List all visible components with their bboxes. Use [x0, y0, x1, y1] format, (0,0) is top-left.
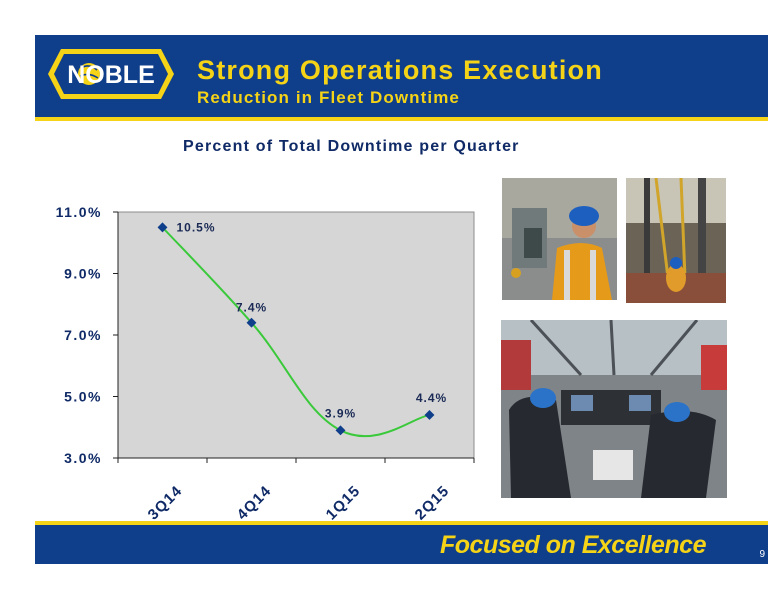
- y-tick-label: 5.0%: [64, 389, 102, 405]
- header-bar: NOBLE Strong Operations Execution Reduct…: [35, 35, 768, 117]
- slide-subtitle: Reduction in Fleet Downtime: [197, 88, 460, 107]
- footer-bar: Focused on Excellence 9: [35, 525, 768, 564]
- footer-accent-rule: [35, 521, 768, 525]
- plot-area: [117, 211, 475, 459]
- y-tick-label: 3.0%: [64, 450, 102, 466]
- x-tick-label: 2Q15: [412, 482, 453, 523]
- data-point-marker: [157, 222, 168, 233]
- x-tick-label: 1Q15: [323, 482, 364, 523]
- data-label: 3.9%: [325, 406, 356, 420]
- y-tick-label: 9.0%: [64, 266, 102, 282]
- slide-title: Strong Operations Execution: [197, 55, 603, 85]
- page-number: 9: [759, 549, 765, 560]
- data-point-marker: [424, 410, 435, 420]
- drill-floor-photo: [626, 178, 726, 303]
- data-label: 7.4%: [236, 301, 267, 315]
- x-tick-label: 4Q14: [234, 482, 275, 523]
- worker-at-control-panel-photo: [502, 178, 617, 300]
- noble-logo: NOBLE: [47, 48, 175, 100]
- series-line: [161, 226, 430, 438]
- driller-cabin-photo: [501, 320, 727, 498]
- header-accent-rule: [35, 117, 768, 121]
- chart-title: Percent of Total Downtime per Quarter: [183, 138, 520, 155]
- footer-tagline: Focused on Excellence: [440, 531, 707, 559]
- data-label: 4.4%: [416, 391, 447, 405]
- svg-text:NOBLE: NOBLE: [67, 61, 155, 89]
- x-tick-label: 3Q14: [145, 482, 186, 523]
- data-point-marker: [335, 425, 346, 436]
- y-tick-label: 7.0%: [64, 327, 102, 343]
- data-point-marker: [246, 317, 257, 328]
- data-label: 10.5%: [177, 220, 216, 234]
- y-tick-label: 11.0%: [56, 204, 102, 220]
